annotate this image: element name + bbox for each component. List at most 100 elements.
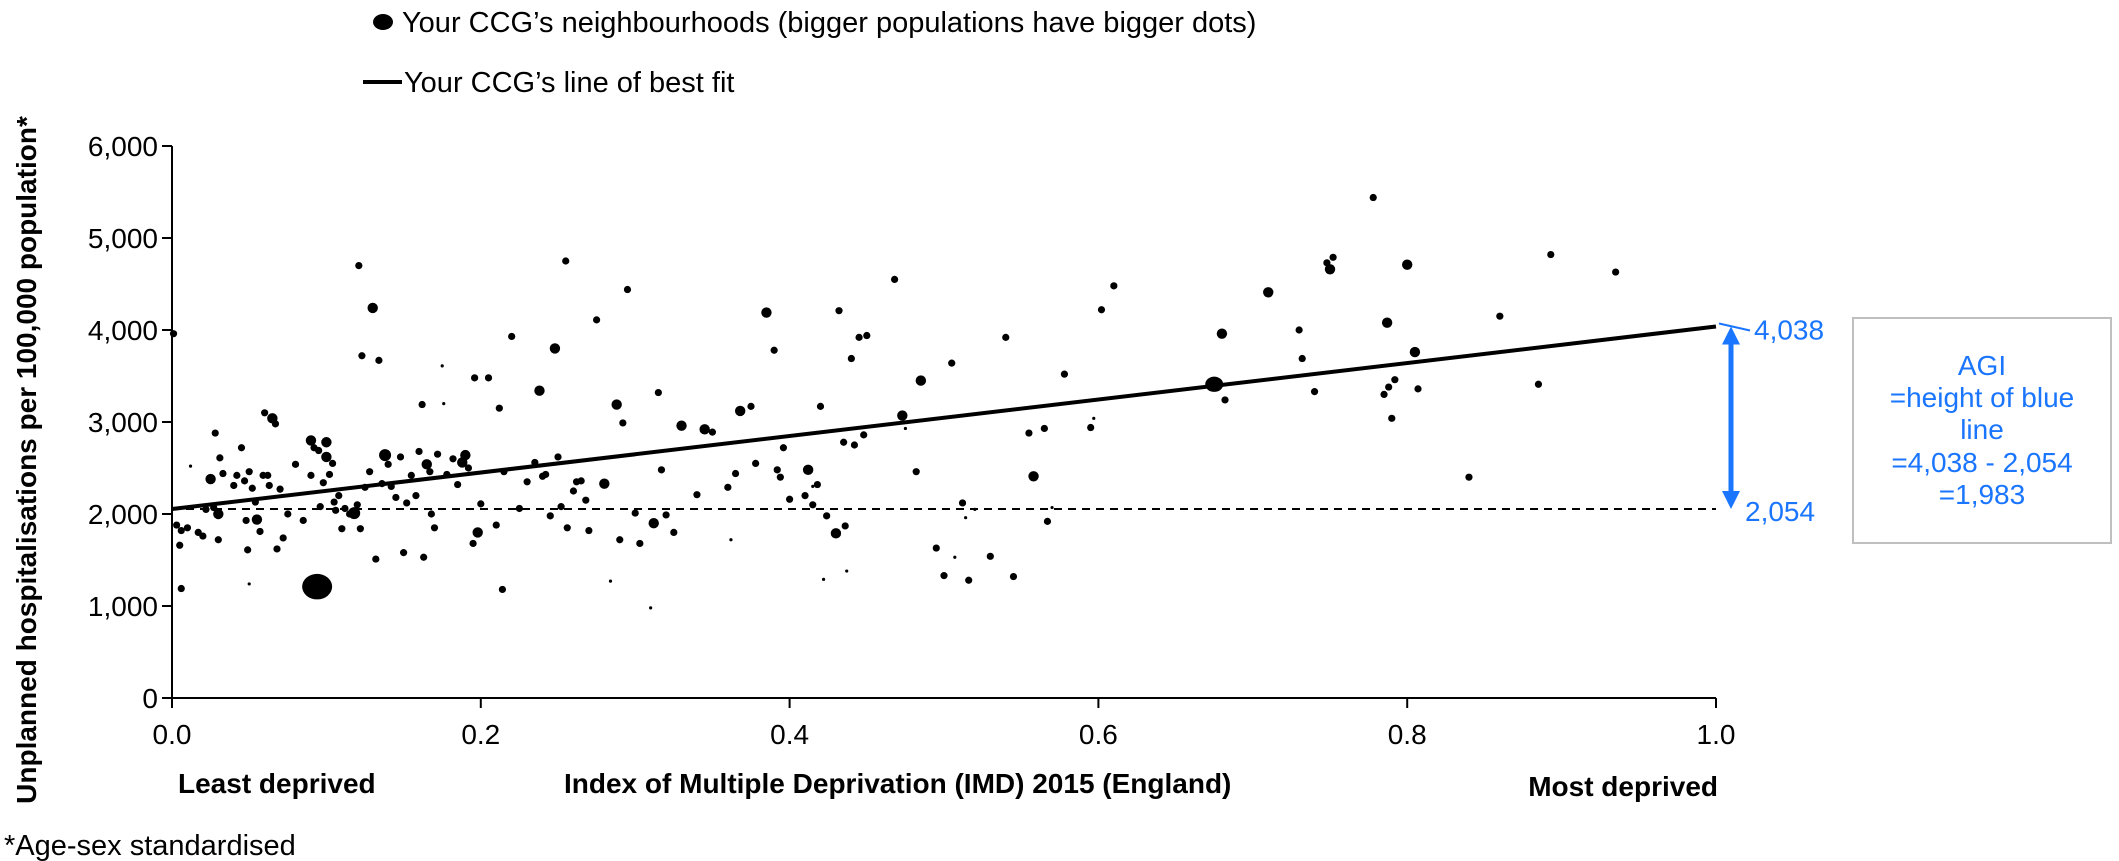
- data-point: [654, 388, 662, 397]
- data-point: [449, 455, 457, 463]
- data-point: [562, 257, 570, 265]
- data-point: [233, 471, 241, 479]
- data-point: [471, 374, 479, 382]
- data-point: [477, 500, 485, 508]
- data-point: [367, 302, 378, 314]
- data-point: [1381, 317, 1393, 328]
- data-point: [230, 481, 238, 490]
- data-point: [199, 532, 207, 540]
- data-point: [284, 510, 292, 518]
- y-tick-label: 1,000: [88, 591, 158, 622]
- data-point: [396, 453, 405, 461]
- data-point: [307, 471, 315, 479]
- data-point: [427, 510, 435, 518]
- agi-box-border: [1852, 317, 2112, 544]
- data-point: [1391, 376, 1399, 384]
- data-point: [1050, 505, 1054, 510]
- x-tick-label: 1.0: [1697, 719, 1736, 750]
- y-axis-title: Unplanned hospitalisations per 100,000 p…: [11, 116, 42, 804]
- data-point: [1087, 423, 1095, 432]
- data-point: [1009, 572, 1018, 581]
- data-point: [1329, 253, 1337, 261]
- data-point: [214, 536, 222, 544]
- data-point: [1310, 388, 1319, 396]
- data-point: [786, 495, 794, 503]
- data-point: [366, 468, 374, 476]
- data-point: [332, 506, 340, 514]
- best-fit-line: [171, 324, 1717, 512]
- x-tick-label: 0.0: [153, 719, 192, 750]
- data-point: [1092, 416, 1096, 420]
- data-point: [770, 346, 778, 354]
- data-point: [958, 499, 967, 507]
- data-point: [593, 316, 601, 324]
- x-axis-title: Index of Multiple Deprivation (IMD) 2015…: [564, 768, 1231, 799]
- data-point: [305, 435, 317, 446]
- data-point: [1040, 424, 1048, 433]
- data-point: [273, 545, 281, 553]
- data-point: [1465, 473, 1473, 481]
- data-point: [319, 479, 327, 487]
- data-point: [1324, 264, 1336, 275]
- data-point: [809, 501, 817, 509]
- data-point: [1409, 346, 1421, 358]
- arrow-head-bottom: [1722, 491, 1740, 510]
- data-point: [265, 481, 273, 490]
- data-point: [649, 606, 653, 610]
- data-point: [563, 524, 571, 532]
- data-point: [315, 446, 323, 455]
- data-point: [440, 364, 444, 368]
- data-point: [823, 512, 831, 520]
- data-point: [472, 527, 483, 538]
- data-point: [724, 483, 732, 491]
- data-point: [523, 478, 531, 486]
- data-point: [372, 555, 380, 563]
- data-point: [430, 524, 439, 532]
- x-tick-label: 0.8: [1388, 719, 1427, 750]
- top-value-label: 4,038: [1754, 315, 1824, 346]
- data-point: [631, 509, 639, 517]
- data-point: [415, 447, 423, 456]
- data-point: [776, 473, 784, 481]
- data-point: [216, 454, 224, 462]
- data-point: [328, 459, 337, 467]
- data-point: [177, 584, 185, 593]
- data-point: [986, 552, 994, 560]
- agi-line-5: =1,983: [1939, 479, 2025, 510]
- y-tick-label: 4,000: [88, 315, 158, 346]
- data-point: [464, 464, 473, 472]
- data-point: [248, 484, 256, 492]
- data-point: [256, 527, 264, 536]
- data-point: [242, 516, 250, 525]
- data-point: [847, 354, 855, 363]
- data-point: [802, 464, 814, 476]
- data-point: [426, 468, 434, 476]
- data-point: [358, 352, 366, 360]
- data-point: [623, 285, 632, 294]
- data-point: [1221, 396, 1229, 404]
- data-point: [348, 507, 361, 520]
- legend-line-label: Your CCG’s line of best fit: [404, 67, 734, 99]
- data-point: [264, 471, 272, 479]
- data-point: [693, 491, 701, 499]
- data-point: [1043, 517, 1052, 525]
- data-point: [338, 525, 346, 533]
- data-point: [599, 478, 610, 489]
- data-point: [469, 539, 477, 548]
- y-tick-label: 0: [142, 683, 158, 714]
- data-point: [245, 468, 253, 476]
- data-point: [1025, 429, 1033, 437]
- data-point: [403, 499, 411, 507]
- data-point: [557, 503, 565, 511]
- data-point: [375, 356, 383, 364]
- data-point: [585, 526, 593, 535]
- data-point: [676, 420, 687, 431]
- data-point: [508, 332, 516, 341]
- data-point: [460, 449, 471, 461]
- data-point: [418, 400, 426, 409]
- y-ticks: 0 1,000 2,000 3,000 4,000 5,000 6,000: [88, 131, 172, 714]
- data-point: [442, 402, 446, 406]
- data-point: [845, 569, 849, 573]
- data-point: [412, 492, 420, 500]
